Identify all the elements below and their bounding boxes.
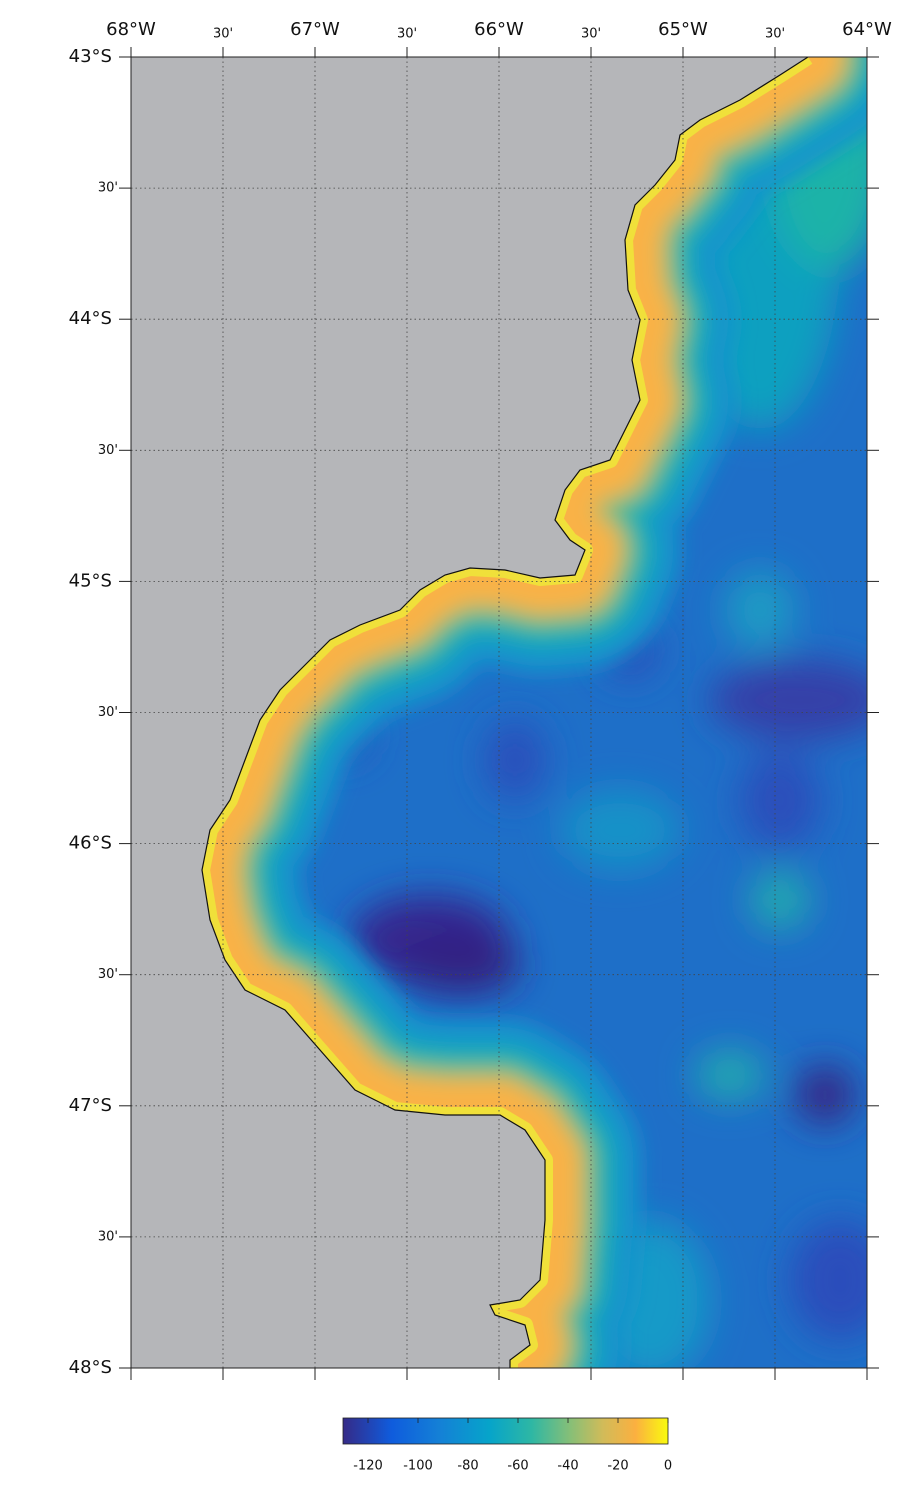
x-tick-label: 68°W [106,19,156,40]
y-tick-label: 45°S [69,570,112,591]
x-tick-label: 67°W [290,19,340,40]
colorbar-tick-label: -120 [353,1459,383,1474]
x-tick-label: 30' [397,27,417,42]
x-tick-label: 65°W [658,19,708,40]
x-tick-label: 30' [765,27,785,42]
x-tick-label: 30' [581,27,601,42]
y-tick-label: 44°S [69,308,112,329]
y-tick-label: 30' [98,443,118,458]
y-tick-label: 48°S [69,1357,112,1378]
colorbar-tick-label: -40 [557,1459,578,1474]
colorbar-tick-label: -80 [457,1459,478,1474]
colorbar-tick-label: -100 [403,1459,433,1474]
colorbar-tick-label: -60 [507,1459,528,1474]
y-tick-label: 30' [98,1229,118,1244]
y-tick-label: 47°S [69,1095,112,1116]
colorbar-tick-label: -20 [607,1459,628,1474]
colorbar-tick-label: 0 [664,1459,672,1474]
colorbar [342,1417,669,1445]
coastline [201,56,809,1368]
x-tick-label: 64°W [842,19,892,40]
y-tick-label: 30' [98,967,118,982]
x-tick-label: 30' [213,27,233,42]
map-area [130,56,868,1369]
y-tick-label: 30' [98,181,118,196]
y-tick-label: 43°S [69,46,112,67]
y-tick-label: 46°S [69,833,112,854]
y-tick-label: 30' [98,705,118,720]
x-tick-label: 66°W [474,19,524,40]
